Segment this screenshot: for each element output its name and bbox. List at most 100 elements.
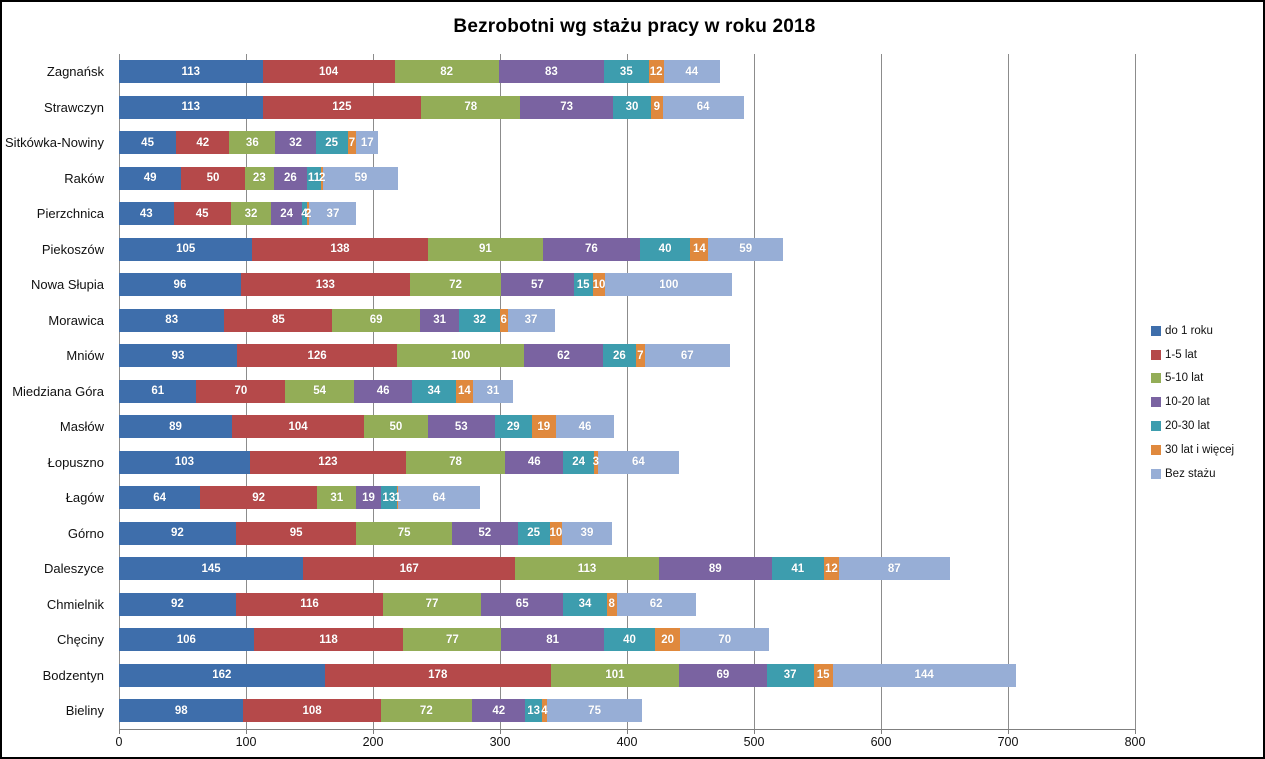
bar-row: 83 85 69 31 32 6 37	[119, 303, 1135, 339]
bar-value-label: 14	[458, 385, 471, 398]
bar-value-label: 67	[680, 349, 694, 362]
y-category-label: Mniów	[66, 348, 104, 364]
bar-segment: 19	[356, 486, 381, 510]
plot-area: 113 104 82 83 35 12 44 113 125 78 73 30 9 64 45 42 36 32 2…	[119, 54, 1136, 734]
bar-value-label: 75	[397, 527, 411, 540]
bar-value-label: 45	[195, 207, 209, 220]
bar-value-label: 37	[524, 314, 538, 327]
bar-value-label: 15	[576, 278, 590, 291]
bar-value-label: 3	[592, 456, 600, 469]
y-category-label: Piekoszów	[41, 241, 104, 257]
x-tick-mark	[500, 729, 501, 734]
bar-segment: 118	[253, 628, 404, 652]
bar-segment: 100	[605, 273, 733, 297]
bar-value-label: 19	[362, 491, 375, 504]
bar-segment: 24	[271, 202, 302, 226]
bar-value-label: 89	[708, 562, 722, 575]
bar-segment: 106	[119, 628, 254, 652]
bar-segment: 12	[648, 60, 664, 84]
bar-value-label: 52	[478, 527, 492, 540]
bar-segment: 113	[515, 557, 659, 581]
bar-value-label: 64	[696, 101, 710, 114]
bar-segment: 96	[119, 273, 241, 297]
x-axis-labels: 0 100 200 300 400 500 600 700 800	[2, 735, 1263, 753]
bar-segment: 145	[119, 557, 304, 581]
bar-value-label: 145	[201, 562, 221, 575]
y-category-label: Nowa Słupia	[31, 277, 104, 293]
legend-swatch-icon	[1151, 349, 1161, 360]
bar-value-label: 104	[288, 420, 308, 433]
bar-value-label: 14	[692, 243, 706, 256]
bar-value-label: 1	[394, 491, 401, 504]
bar-segment: 15	[573, 273, 593, 297]
bar-segment: 2	[319, 166, 325, 190]
bar-segment: 167	[303, 557, 516, 581]
bar-segment: 36	[229, 131, 276, 155]
bar-value-label: 101	[605, 669, 625, 682]
bar-segment: 34	[412, 379, 456, 403]
bar-value-label: 8	[608, 598, 615, 611]
bar-segment: 23	[244, 166, 274, 190]
bar-segment: 43	[119, 202, 174, 226]
bar-row: 113 125 78 73 30 9 64	[119, 90, 1135, 126]
bar-value-label: 118	[319, 633, 338, 646]
legend-label: 5-10 lat	[1165, 372, 1204, 385]
bar-segment: 9	[651, 95, 663, 119]
bar-segment: 65	[480, 592, 564, 616]
bar-segment: 31	[473, 379, 513, 403]
bar-segment: 13	[525, 699, 542, 723]
y-category-label: Zagnańsk	[46, 64, 104, 80]
bar-segment: 113	[119, 60, 263, 84]
bar-segment: 81	[501, 628, 605, 652]
bar-segment: 133	[240, 273, 410, 297]
bar-value-label: 46	[578, 420, 592, 433]
legend-swatch-icon	[1151, 397, 1161, 408]
bar-segment: 91	[427, 237, 544, 261]
x-tick-label: 600	[870, 735, 892, 749]
y-category-label: Bieliny	[65, 703, 104, 719]
bar-segment: 92	[119, 521, 236, 545]
legend-swatch-icon	[1151, 468, 1161, 479]
bar-segment: 32	[275, 131, 316, 155]
bar-segment: 30	[613, 95, 652, 119]
bar-value-label: 9	[653, 101, 660, 114]
bar-value-label: 96	[173, 278, 187, 291]
y-category-label: Miedziana Góra	[12, 383, 104, 399]
bar-segment: 1	[394, 486, 401, 510]
bar-segment: 4	[301, 202, 308, 226]
x-tick-label: 200	[362, 735, 384, 749]
x-tick-label: 0	[115, 735, 123, 749]
bar-row: 96 133 72 57 15 10 100	[119, 267, 1135, 303]
bar-segment: 40	[604, 628, 655, 652]
bar-segment: 100	[397, 344, 525, 368]
bar-value-label: 23	[252, 172, 266, 185]
bar-row: 61 70 54 46 34 14 31	[119, 374, 1135, 410]
bar-value-label: 32	[473, 314, 487, 327]
gridline	[1135, 54, 1136, 729]
bar-value-label: 7	[348, 136, 356, 149]
bar-value-label: 26	[612, 349, 626, 362]
bar-segment: 6	[499, 308, 508, 332]
bar-row: 92 116 77 65 34 8 62	[119, 587, 1135, 623]
bar-segment: 108	[243, 699, 381, 723]
bar-value-label: 138	[330, 243, 350, 256]
bar-value-label: 12	[825, 562, 838, 575]
bar-segment: 20	[654, 628, 681, 652]
bar-segment: 39	[562, 521, 612, 545]
bar-segment: 15	[813, 663, 833, 687]
bar-value-label: 10	[592, 278, 606, 291]
x-tick-mark	[1008, 729, 1009, 734]
gridline	[881, 54, 882, 729]
bar-value-label: 40	[658, 243, 672, 256]
bar-value-label: 144	[914, 669, 934, 682]
bar-segment: 144	[832, 663, 1016, 687]
legend-label: 1-5 lat	[1165, 348, 1197, 361]
bar-segment: 72	[380, 699, 473, 723]
bar-segment: 57	[501, 273, 574, 297]
bar-segment: 92	[119, 592, 236, 616]
bar-row: 103 123 78 46 24 3 64	[119, 445, 1135, 481]
legend-item: 30 lat i więcej	[1151, 438, 1234, 462]
legend-item: 10-20 lat	[1151, 390, 1234, 414]
bar-value-label: 82	[440, 65, 454, 78]
legend-label: 20-30 lat	[1165, 420, 1210, 433]
